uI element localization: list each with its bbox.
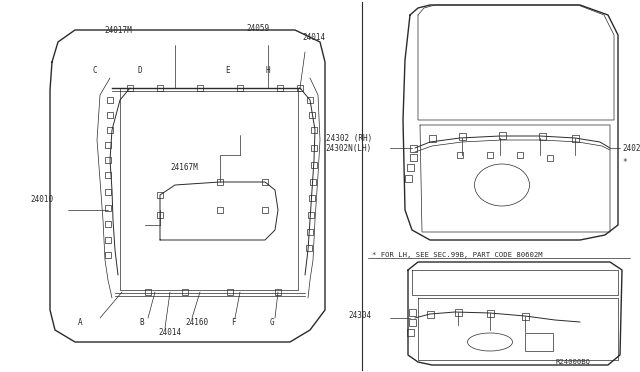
Bar xyxy=(308,212,314,218)
Bar xyxy=(157,85,163,91)
Bar xyxy=(105,221,111,227)
Bar xyxy=(458,132,465,140)
Bar xyxy=(525,333,553,351)
Bar xyxy=(127,85,133,91)
Bar xyxy=(311,145,317,151)
Bar xyxy=(572,135,579,141)
Text: 24017M: 24017M xyxy=(104,26,132,35)
Bar xyxy=(408,318,415,326)
Text: * FOR LH, SEE SEC.99B, PART CODE 80602M: * FOR LH, SEE SEC.99B, PART CODE 80602M xyxy=(372,252,543,258)
Text: *: * xyxy=(622,158,627,167)
Text: E: E xyxy=(226,66,230,75)
Text: C: C xyxy=(93,66,97,75)
Bar xyxy=(457,152,463,158)
Bar xyxy=(105,172,111,178)
Bar xyxy=(217,207,223,213)
Bar xyxy=(538,132,545,140)
Text: 24160: 24160 xyxy=(185,318,208,327)
Text: 24010: 24010 xyxy=(30,196,53,205)
Bar xyxy=(522,312,529,320)
Bar xyxy=(157,192,163,198)
Bar xyxy=(262,207,268,213)
Text: H: H xyxy=(266,66,270,75)
Bar xyxy=(277,85,283,91)
Bar xyxy=(105,205,111,211)
Bar xyxy=(307,229,313,235)
Text: 24167M: 24167M xyxy=(170,163,198,172)
Text: 24302 (RH): 24302 (RH) xyxy=(326,134,372,142)
Bar xyxy=(157,212,163,218)
Bar xyxy=(406,164,413,171)
Text: R24000BQ: R24000BQ xyxy=(555,358,590,364)
Bar xyxy=(262,179,268,185)
Text: 24028Q(RH): 24028Q(RH) xyxy=(622,144,640,153)
Bar xyxy=(105,157,111,163)
Bar xyxy=(410,144,417,151)
Bar xyxy=(105,252,111,258)
Bar xyxy=(275,289,281,295)
Bar xyxy=(408,308,415,315)
Bar xyxy=(309,112,315,118)
Bar xyxy=(406,328,413,336)
Bar xyxy=(310,179,316,185)
Bar xyxy=(486,310,493,317)
Text: D: D xyxy=(138,66,142,75)
Bar xyxy=(145,289,151,295)
Bar xyxy=(487,152,493,158)
Text: 24014: 24014 xyxy=(302,33,325,42)
Bar xyxy=(547,155,553,161)
Bar xyxy=(237,85,243,91)
Bar xyxy=(499,131,506,138)
Bar xyxy=(454,308,461,315)
Bar xyxy=(311,162,317,168)
Bar xyxy=(105,237,111,243)
Bar xyxy=(227,289,233,295)
Bar xyxy=(410,154,417,161)
Text: 24304: 24304 xyxy=(349,311,372,321)
Bar xyxy=(107,97,113,103)
Text: B: B xyxy=(140,318,144,327)
Bar xyxy=(306,245,312,251)
Bar xyxy=(309,195,315,201)
Text: A: A xyxy=(77,318,83,327)
Text: G: G xyxy=(269,318,275,327)
Text: F: F xyxy=(230,318,236,327)
Bar xyxy=(297,85,303,91)
Bar xyxy=(182,289,188,295)
Text: 24014: 24014 xyxy=(158,328,181,337)
Bar xyxy=(426,311,433,317)
Bar xyxy=(197,85,203,91)
Bar xyxy=(217,179,223,185)
Bar xyxy=(107,127,113,133)
Bar xyxy=(517,152,523,158)
Bar xyxy=(107,112,113,118)
Bar xyxy=(307,97,313,103)
Text: 24059: 24059 xyxy=(246,24,269,33)
Bar xyxy=(311,127,317,133)
Bar xyxy=(404,174,412,182)
Bar xyxy=(429,135,435,141)
Bar xyxy=(105,189,111,195)
Bar xyxy=(105,142,111,148)
Text: 24302N(LH): 24302N(LH) xyxy=(326,144,372,153)
